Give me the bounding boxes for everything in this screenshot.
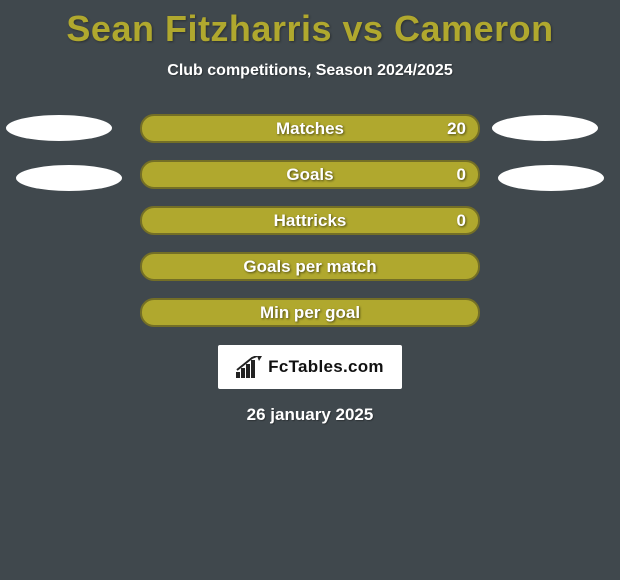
stat-right-value: 0 (457, 211, 466, 231)
stat-row: Hattricks 0 (0, 206, 620, 235)
stat-label: Matches (276, 119, 344, 139)
left-flank-ellipse (16, 165, 122, 191)
stat-label: Goals per match (243, 257, 376, 277)
date-text: 26 january 2025 (247, 405, 374, 425)
page-title: Sean Fitzharris vs Cameron (66, 8, 553, 50)
stat-label: Min per goal (260, 303, 360, 323)
stat-row: Goals per match (0, 252, 620, 281)
stat-row: Goals 0 (0, 160, 620, 189)
stat-right-value: 0 (457, 165, 466, 185)
right-flank-ellipse (492, 115, 598, 141)
stat-right-value: 20 (447, 119, 466, 139)
subtitle: Club competitions, Season 2024/2025 (167, 62, 452, 80)
stat-bar: Matches 20 (140, 114, 480, 143)
stat-bar: Hattricks 0 (140, 206, 480, 235)
stat-label: Hattricks (274, 211, 347, 231)
stat-label: Goals (286, 165, 333, 185)
stat-bar: Goals 0 (140, 160, 480, 189)
bars-growth-icon (236, 356, 262, 378)
stat-row: Min per goal (0, 298, 620, 327)
stat-bar: Goals per match (140, 252, 480, 281)
stat-rows: Matches 20 Goals 0 Hattricks 0 Goals per match… (0, 114, 620, 327)
left-flank-ellipse (6, 115, 112, 141)
brand-card[interactable]: FcTables.com (218, 345, 402, 389)
stat-row: Matches 20 (0, 114, 620, 143)
right-flank-ellipse (498, 165, 604, 191)
stat-bar: Min per goal (140, 298, 480, 327)
content-wrapper: Sean Fitzharris vs Cameron Club competit… (0, 0, 620, 580)
brand-text: FcTables.com (268, 357, 384, 377)
